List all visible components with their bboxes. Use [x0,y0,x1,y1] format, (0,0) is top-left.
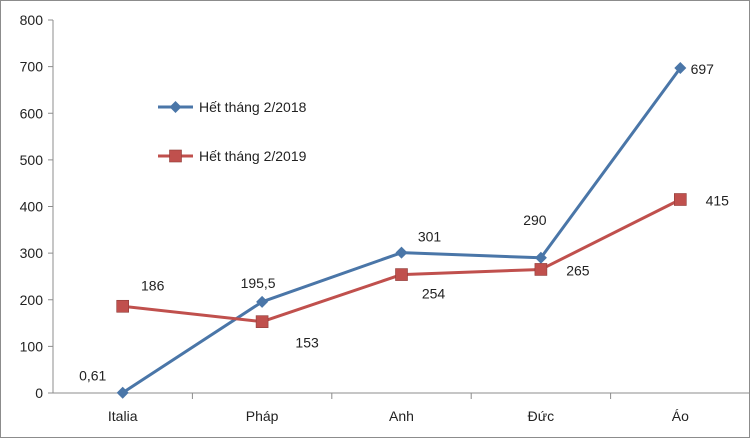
data-label: 195,5 [241,275,276,291]
data-point [673,193,687,206]
y-tick-label: 300 [20,245,44,261]
data-label: 0,61 [79,368,106,384]
data-label: 265 [566,262,590,278]
legend-label: Hết tháng 2/2019 [199,148,307,164]
y-tick-label: 800 [20,12,44,28]
y-tick-label: 200 [20,292,44,308]
series-layer [116,62,687,399]
data-labels: 0,61 195,5 301 290 697 186 153 254 265 415 [79,61,729,384]
y-tick-label: 0 [35,385,43,401]
x-tick-label: Anh [389,408,414,424]
chart-legend: Hết tháng 2/2018 Hết tháng 2/2019 [158,99,307,164]
y-tick-label: 600 [20,105,44,121]
data-label: 254 [422,286,446,302]
data-label: 697 [691,61,715,77]
series-line-1 [121,67,682,394]
chart-axes: 0 100 200 300 400 500 600 700 800 Italia Pháp Anh Đứ… [20,12,750,424]
x-tick-label: Áo [672,408,689,424]
x-tick-label: Italia [108,408,138,424]
data-point [116,299,129,313]
data-label: 301 [418,229,442,245]
data-point [534,251,547,264]
data-label: 153 [295,335,319,351]
data-point [395,246,408,259]
data-label: 290 [523,212,547,228]
data-point [534,263,548,276]
y-tick-label: 100 [20,338,44,354]
data-label: 186 [141,277,165,293]
data-point [116,386,129,399]
x-tick-label: Đức [528,408,554,424]
legend-label: Hết tháng 2/2018 [199,99,307,115]
data-point [255,315,269,328]
data-label: 415 [706,193,730,209]
data-point [256,295,269,308]
series-line-2 [122,198,681,324]
x-tick-label: Pháp [246,408,279,424]
y-tick-label: 700 [20,59,44,75]
y-tick-label: 400 [20,199,44,215]
y-tick-label: 500 [20,152,44,168]
legend-marker [169,149,182,163]
data-point [674,62,687,75]
data-point [395,268,408,281]
legend-marker [169,101,182,113]
